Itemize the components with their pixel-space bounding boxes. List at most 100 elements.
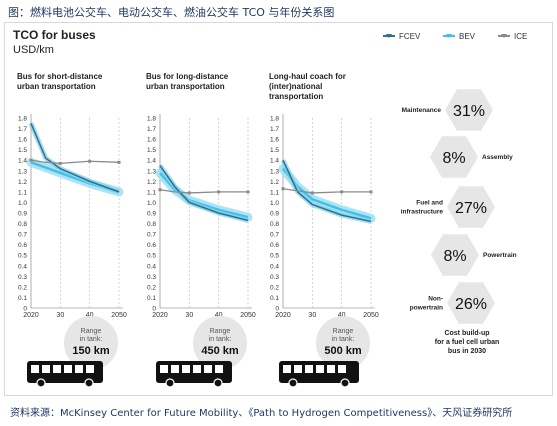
series-ice-point — [158, 188, 162, 192]
x-tick-label: 40 — [338, 312, 346, 319]
y-tick-label: 1.3 — [18, 168, 27, 175]
x-tick-label: 30 — [185, 312, 193, 319]
bus-icon — [156, 361, 232, 388]
cost-label: Powertrain — [483, 252, 517, 259]
panel-title: Bus for long-distance — [146, 72, 229, 81]
range-value: 150 km — [72, 345, 110, 357]
y-tick-label: 0.4 — [18, 263, 27, 270]
figure-caption: 图：燃料电池公交车、电动公交车、燃油公交车 TCO 与年份关系图 — [8, 6, 335, 19]
y-tick-label: 1.2 — [270, 179, 279, 186]
series-ice-point — [88, 159, 92, 163]
range-value: 500 km — [324, 345, 362, 357]
cost-value: 8% — [443, 248, 466, 265]
legend-marker-bev — [446, 34, 452, 38]
series-ice-point — [29, 158, 33, 162]
y-tick-label: 1.8 — [270, 116, 279, 123]
y-tick-label: 0.5 — [18, 253, 27, 260]
x-tick-label: 2020 — [275, 312, 291, 319]
y-tick-label: 1.7 — [18, 126, 27, 133]
cost-item: 26% Non-powertrain — [410, 282, 495, 324]
y-tick-label: 1.5 — [147, 147, 156, 154]
cost-hexagon — [430, 136, 478, 178]
y-tick-label: 0 — [275, 306, 279, 313]
panel-title: transportation — [269, 92, 323, 101]
cost-item: 8% Assembly — [430, 136, 513, 178]
y-tick-label: 0.1 — [18, 295, 27, 302]
cost-value: 31% — [453, 103, 485, 120]
panel-title: Long-haul coach for — [269, 72, 346, 81]
cost-label: infrastructure — [401, 209, 444, 216]
series-ice-point — [310, 191, 314, 195]
y-tick-label: 0 — [152, 306, 156, 313]
cost-value: 8% — [442, 150, 465, 167]
x-tick-label: 40 — [215, 312, 223, 319]
y-tick-label: 0.4 — [270, 263, 279, 270]
legend: FCEV BEV ICE — [383, 32, 527, 41]
cost-title: for a fuel cell urban — [435, 339, 500, 346]
series-ice-point — [58, 161, 62, 165]
y-tick-label: 0.4 — [147, 263, 156, 270]
y-tick-label: 1.5 — [18, 147, 27, 154]
legend-label-fcev: FCEV — [399, 32, 421, 41]
y-tick-label: 1.0 — [147, 200, 156, 207]
panel-title: urban transportation — [17, 82, 96, 91]
x-tick-label: 2050 — [240, 312, 256, 319]
series-ice-point — [246, 190, 250, 194]
series-ice-point — [217, 190, 221, 194]
y-tick-label: 0.9 — [147, 211, 156, 218]
y-tick-label: 0.6 — [147, 242, 156, 249]
range-bubble — [64, 316, 118, 370]
series-ice-point — [281, 187, 285, 191]
series-ice-point — [340, 190, 344, 194]
y-tick-label: 1.4 — [270, 158, 279, 165]
cost-label: Non- — [428, 296, 443, 303]
source-note: 资料来源：McKinsey Center for Future Mobility… — [10, 408, 513, 419]
y-tick-label: 0.9 — [18, 211, 27, 218]
range-label: in tank: — [80, 336, 103, 343]
x-tick-label: 30 — [308, 312, 316, 319]
y-tick-label: 0 — [23, 306, 27, 313]
y-tick-label: 0.2 — [147, 284, 156, 291]
cost-buildup: 31% Maintenance 8% Assembly 27% Fuel and infra… — [401, 89, 517, 355]
y-tick-label: 0.5 — [270, 253, 279, 260]
x-tick-label: 2050 — [363, 312, 379, 319]
legend-label-ice: ICE — [514, 32, 527, 41]
y-tick-label: 1.2 — [18, 179, 27, 186]
y-tick-label: 1.6 — [18, 137, 27, 144]
range-value: 450 km — [201, 345, 239, 357]
bus-icon — [279, 361, 359, 388]
range-label: Range — [210, 328, 231, 335]
range-label: in tank: — [332, 336, 355, 343]
chart-frame: TCO for buses USD/km FCEV BEV ICE Bus for … — [4, 22, 553, 396]
panel-title: urban transportation — [146, 82, 225, 91]
y-tick-label: 0.3 — [270, 274, 279, 281]
y-tick-label: 0.3 — [147, 274, 156, 281]
cost-hexagon — [445, 89, 493, 131]
y-tick-label: 1.1 — [147, 189, 156, 196]
y-tick-label: 1.6 — [147, 137, 156, 144]
x-tick-label: 30 — [56, 312, 64, 319]
cost-hexagon — [447, 282, 495, 324]
cost-label: Fuel and — [416, 200, 443, 207]
series-ice-point — [117, 160, 121, 164]
y-tick-label: 1.7 — [147, 126, 156, 133]
panel-title: (inter)national — [269, 82, 322, 91]
series-fcev-line — [159, 165, 249, 222]
cost-label: Assembly — [482, 154, 513, 161]
y-tick-label: 0.1 — [270, 295, 279, 302]
y-tick-label: 1.1 — [270, 189, 279, 196]
y-tick-label: 1.2 — [147, 179, 156, 186]
y-tick-label: 0.3 — [18, 274, 27, 281]
cost-label: Maintenance — [402, 107, 442, 114]
series-ice-point — [187, 191, 191, 195]
y-tick-label: 0.8 — [18, 221, 27, 228]
y-tick-label: 0.2 — [18, 284, 27, 291]
x-tick-label: 40 — [86, 312, 94, 319]
y-tick-label: 0.5 — [147, 253, 156, 260]
y-tick-label: 0.8 — [147, 221, 156, 228]
y-tick-label: 1.6 — [270, 137, 279, 144]
x-tick-label: 2050 — [111, 312, 127, 319]
range-bubble — [316, 316, 370, 370]
